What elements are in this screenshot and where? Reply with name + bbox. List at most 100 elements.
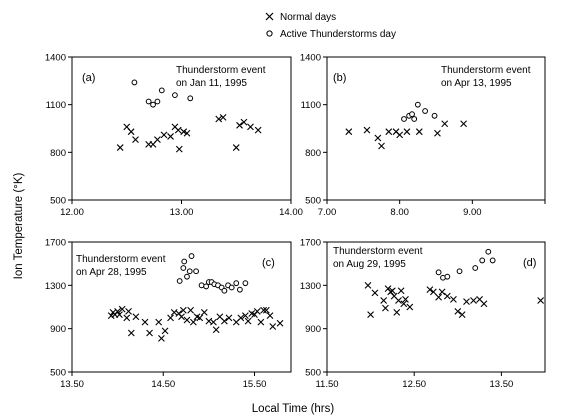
legend-active-label: Active Thunderstorms day	[280, 29, 396, 40]
panel-b-normal-point	[396, 131, 404, 139]
panel-d-normal-point	[438, 288, 446, 296]
panel-c-normal-point	[253, 307, 261, 315]
panel-d-normal-point	[367, 311, 374, 318]
panel-a-normal-point	[215, 115, 223, 123]
panel-c-normal-point	[260, 306, 268, 314]
panel-c-ytick-label: 500	[50, 368, 66, 379]
panel-b-normal-point	[441, 120, 449, 128]
panel-b-normal-point	[345, 128, 353, 136]
panel-c-normal-point	[241, 312, 249, 320]
panel-a-active-point	[187, 95, 194, 102]
panel-d-normal-point	[406, 303, 414, 311]
panel-b-annotation-line1: Thunderstorm event	[441, 65, 531, 76]
panel-c-normal-point	[123, 314, 131, 322]
panel-a-active-point	[154, 98, 161, 105]
panel-d-annotation-line1: Thunderstorm event	[333, 246, 423, 257]
panel-a-normal-point	[219, 113, 227, 121]
x-axis-label: Local Time (hrs)	[252, 403, 335, 415]
panel-a-active-point	[158, 87, 165, 94]
panel-a-normal-point	[232, 144, 240, 151]
panel-a: 500 800 1100 1400 12.00 13.00 14.00 (a) Thunders…	[45, 53, 303, 219]
panel-b-active-point	[414, 101, 421, 108]
panel-c-normal-point	[266, 312, 274, 320]
panel-c-active-point	[242, 280, 249, 287]
panel-a-ytick-label: 1400	[45, 53, 66, 64]
panel-b-normal-point	[403, 128, 411, 136]
panel-c-normal-point	[158, 335, 165, 342]
panel-b-normal-point	[378, 142, 385, 150]
panel-b-normal-point	[434, 129, 441, 137]
panel-d-normal-point	[429, 288, 437, 296]
panel-b-label: (b)	[333, 72, 346, 84]
panel-c-normal-point	[210, 318, 217, 326]
panel-c-normal-point	[262, 306, 270, 314]
panel-c-frame	[71, 241, 292, 373]
panel-a-annotation-line2: on Jan 11, 1995	[176, 78, 247, 89]
panel-b-normal-point	[460, 120, 468, 128]
panel-c-active-point	[188, 253, 195, 259]
panel-c-active-point	[228, 284, 235, 291]
panel-a-normal-point	[175, 145, 183, 153]
panel-a-active-point	[131, 79, 138, 86]
panel-c-normal-point	[161, 327, 169, 335]
panel-b-active-point	[431, 112, 438, 119]
panel-b-active-point	[411, 116, 418, 122]
panel-d-xtick-label: 11.50	[315, 379, 338, 390]
panel-d: 500 900 1300 1700 11.50 12.50 13.50 (d) Thunders…	[300, 238, 546, 390]
panel-c-normal-point	[132, 313, 140, 321]
panel-a-label: (a)	[82, 72, 95, 84]
panel-c-normal-point	[237, 314, 245, 322]
panel-a-ytick-label: 500	[50, 196, 66, 207]
panel-c-normal-point	[183, 316, 191, 324]
panel-a-normal-point	[236, 121, 243, 129]
panel-a-ytick-label: 800	[50, 148, 66, 159]
panel-d-normal-point	[458, 311, 466, 318]
panel-a-active-point	[150, 101, 156, 108]
panel-b-active-point	[409, 111, 415, 118]
panel-d-ytick-label: 1700	[300, 238, 321, 249]
legend: Normal days Active Thunderstorms day	[265, 12, 396, 40]
panel-c-normal-point	[269, 323, 277, 330]
panel-c-normal-point	[257, 318, 265, 326]
panel-c-annotation-line1: Thunderstorm event	[76, 254, 166, 265]
panel-d-xtick-label: 13.50	[490, 379, 514, 390]
panel-b-xtick-label: 7.00	[318, 207, 337, 218]
panel-d-normal-point	[480, 300, 488, 308]
panel-d-normal-point	[435, 293, 443, 301]
panel-d-active-point	[489, 257, 496, 264]
panel-d-normal-point	[364, 281, 372, 289]
panel-c-active-point	[237, 286, 243, 293]
panel-b-ytick-label: 1400	[300, 53, 321, 64]
panel-d-normal-point	[397, 287, 405, 295]
panel-a-active-point	[172, 92, 178, 99]
panel-d-ytick-label: 500	[305, 368, 321, 379]
panel-d-annotation-line2: on Aug 29, 1995	[333, 259, 406, 270]
panel-b-active-point	[422, 108, 429, 114]
panel-d-label: (d)	[523, 257, 536, 269]
panel-d-normal-point	[371, 289, 379, 297]
panel-c-normal-point	[118, 305, 126, 313]
panel-c-active-point	[233, 280, 240, 287]
panel-c-active-point	[184, 273, 190, 280]
panel-c-active-point	[176, 278, 183, 284]
panel-c-normal-point	[178, 313, 185, 321]
panel-c-active-point	[180, 265, 187, 271]
panel-c-active-point	[221, 287, 228, 294]
legend-normal-marker	[265, 12, 274, 21]
panel-b-normal-point	[374, 134, 382, 142]
panel-c-ytick-label: 900	[50, 324, 66, 335]
panel-a-normal-point	[154, 136, 161, 144]
panel-d-active-point	[472, 265, 479, 271]
panel-a-xtick-label: 13.00	[170, 207, 194, 218]
panel-b-annotation-line2: on Apr 13, 1995	[441, 78, 512, 89]
panel-c-normal-point	[276, 319, 284, 327]
panel-c-normal-point	[146, 329, 153, 337]
panel-d-normal-point	[470, 297, 477, 304]
panel-a-normal-point	[174, 126, 182, 134]
panel-a-normal-point	[127, 128, 135, 136]
panel-d-active-point	[456, 268, 463, 275]
panel-d-ytick-label: 900	[305, 324, 321, 335]
panel-b-frame	[326, 56, 546, 201]
legend-normal-label: Normal days	[280, 12, 336, 23]
